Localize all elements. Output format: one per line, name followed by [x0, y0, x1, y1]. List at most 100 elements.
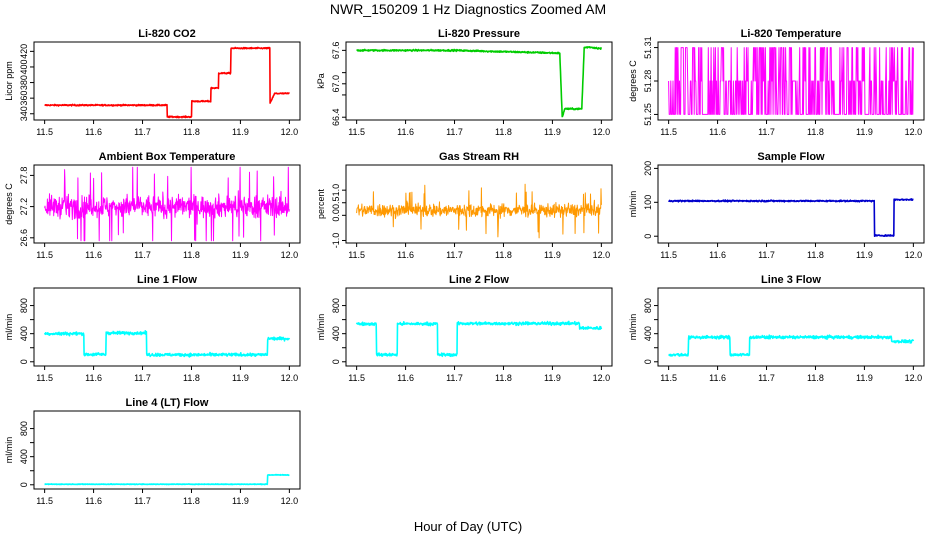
x-tick-label: 11.5 — [36, 373, 53, 383]
data-series-line — [668, 198, 914, 237]
y-tick-label: 800 — [331, 298, 341, 313]
x-tick-label: 11.9 — [544, 250, 561, 260]
x-tick-label: 11.5 — [36, 250, 53, 260]
data-series-line — [355, 320, 603, 358]
x-tick-label: 11.9 — [856, 373, 873, 383]
x-tick-label: 11.5 — [348, 373, 365, 383]
y-tick-label: 67.0 — [331, 75, 341, 93]
data-series-line — [668, 47, 914, 115]
x-tick-label: 11.8 — [495, 127, 512, 137]
data-series-line — [356, 183, 602, 239]
x-tick-label: 11.8 — [495, 373, 512, 383]
panel-line-1-flow: Line 1 Flow 11.5 11.6 11.7 11.8 11.9 12.0 0 400 8… — [4, 274, 301, 383]
panel-li-820-co2: Li-820 CO2 11.5 11.6 11.7 11.8 11.9 12.0 340360… — [4, 28, 301, 137]
panel-li-820-temperature: Li-820 Temperature 11.5 11.6 11.7 11.8 11.9 12… — [628, 28, 925, 137]
plot-frame — [657, 164, 925, 244]
x-tick-label: 11.7 — [758, 373, 775, 383]
x-tick-label: 12.0 — [593, 250, 611, 260]
x-tick-label: 11.5 — [348, 127, 365, 137]
y-tick-label: 340 — [19, 106, 29, 121]
y-tick-label: 400 — [331, 326, 341, 341]
y-tick-label: 0 — [19, 359, 29, 364]
panel-line-4-lt-flow: Line 4 (LT) Flow 11.5 11.6 11.7 11.8 11.9 12.0… — [4, 397, 301, 506]
panels-container: Li-820 CO2 11.5 11.6 11.7 11.8 11.9 12.0 340360… — [4, 28, 925, 506]
y-axis-label: kPa — [316, 73, 326, 89]
y-axis-label: ml/min — [628, 314, 638, 341]
y-axis-label: percent — [316, 188, 326, 219]
x-tick-label: 11.6 — [85, 127, 102, 137]
data-series-line — [43, 330, 291, 358]
plot-frame — [345, 41, 613, 121]
plot-frame — [345, 164, 613, 244]
x-tick-label: 11.8 — [807, 250, 824, 260]
x-tick-label: 11.5 — [660, 373, 677, 383]
x-tick-label: 12.0 — [281, 496, 299, 506]
y-tick-label: 0 — [19, 482, 29, 487]
x-tick-label: 12.0 — [281, 373, 299, 383]
panel-sample-flow: Sample Flow 11.5 11.6 11.7 11.8 11.9 12.0 0 100 2… — [628, 151, 925, 260]
data-series-line — [44, 473, 290, 486]
x-tick-label: 11.9 — [232, 127, 249, 137]
y-tick-label: 800 — [19, 421, 29, 436]
x-tick-label: 11.6 — [397, 250, 414, 260]
x-tick-label: 11.9 — [856, 127, 873, 137]
plot-frame — [33, 41, 301, 121]
y-tick-label: 0.5 — [331, 196, 341, 209]
x-tick-label: 11.9 — [232, 250, 249, 260]
y-tick-label: 1.0 — [331, 184, 341, 197]
panel-title: Sample Flow — [757, 151, 825, 163]
x-tick-label: 12.0 — [905, 250, 923, 260]
plot-frame — [345, 287, 613, 367]
x-tick-label: 11.5 — [660, 250, 677, 260]
y-tick-label: 0 — [331, 359, 341, 364]
y-tick-label: 0 — [643, 359, 653, 364]
panel-title: Li-820 CO2 — [138, 28, 195, 40]
plot-frame — [33, 410, 301, 490]
y-axis-label: ml/min — [4, 314, 14, 341]
x-tick-label: 11.5 — [348, 250, 365, 260]
panel-title: Ambient Box Temperature — [99, 151, 236, 163]
x-tick-label: 11.7 — [446, 250, 463, 260]
x-tick-label: 11.6 — [85, 373, 102, 383]
x-tick-label: 12.0 — [281, 250, 299, 260]
y-axis-label: ml/min — [4, 437, 14, 464]
y-tick-label: 51.31 — [643, 36, 653, 59]
panel-title: Li-820 Pressure — [438, 28, 520, 40]
data-series-line — [356, 46, 603, 118]
x-tick-label: 11.6 — [709, 373, 726, 383]
panel-li-820-pressure: Li-820 Pressure 11.5 11.6 11.7 11.8 11.9 12.0 6… — [316, 28, 613, 137]
data-series-line — [44, 46, 290, 119]
y-tick-label: 0 — [643, 234, 653, 239]
x-tick-label: 11.5 — [36, 127, 53, 137]
panel-line-3-flow: Line 3 Flow 11.5 11.6 11.7 11.8 11.9 12.0 0 400 8… — [628, 274, 925, 383]
x-tick-label: 11.7 — [758, 250, 775, 260]
x-tick-label: 12.0 — [593, 373, 611, 383]
x-tick-label: 12.0 — [905, 373, 923, 383]
plot-frame — [33, 164, 301, 244]
y-tick-label: 200 — [643, 161, 653, 176]
x-tick-label: 11.8 — [807, 127, 824, 137]
y-tick-label: 27.2 — [19, 198, 29, 216]
y-tick-label: -1.0 — [331, 233, 341, 249]
y-axis-label: ml/min — [316, 314, 326, 341]
figure-title: NWR_150209 1 Hz Diagnostics Zoomed AM — [330, 1, 606, 17]
y-tick-label: 400 — [19, 59, 29, 74]
x-tick-label: 11.6 — [397, 127, 414, 137]
y-tick-label: 400 — [643, 326, 653, 341]
panel-line-2-flow: Line 2 Flow 11.5 11.6 11.7 11.8 11.9 12.0 0 400 8… — [316, 274, 613, 383]
x-tick-label: 11.7 — [446, 373, 463, 383]
x-tick-label: 12.0 — [281, 127, 299, 137]
data-series-line — [44, 166, 290, 242]
x-tick-label: 11.7 — [758, 127, 775, 137]
y-tick-label: 26.6 — [19, 229, 29, 247]
x-tick-label: 11.6 — [709, 250, 726, 260]
y-tick-label: 800 — [643, 298, 653, 313]
x-tick-label: 11.6 — [709, 127, 726, 137]
y-tick-label: 800 — [19, 298, 29, 313]
x-tick-label: 11.9 — [544, 127, 561, 137]
y-tick-label: 360 — [19, 91, 29, 106]
y-tick-label: 51.28 — [643, 70, 653, 93]
x-tick-label: 11.8 — [183, 127, 200, 137]
panel-title: Line 3 Flow — [761, 274, 821, 286]
